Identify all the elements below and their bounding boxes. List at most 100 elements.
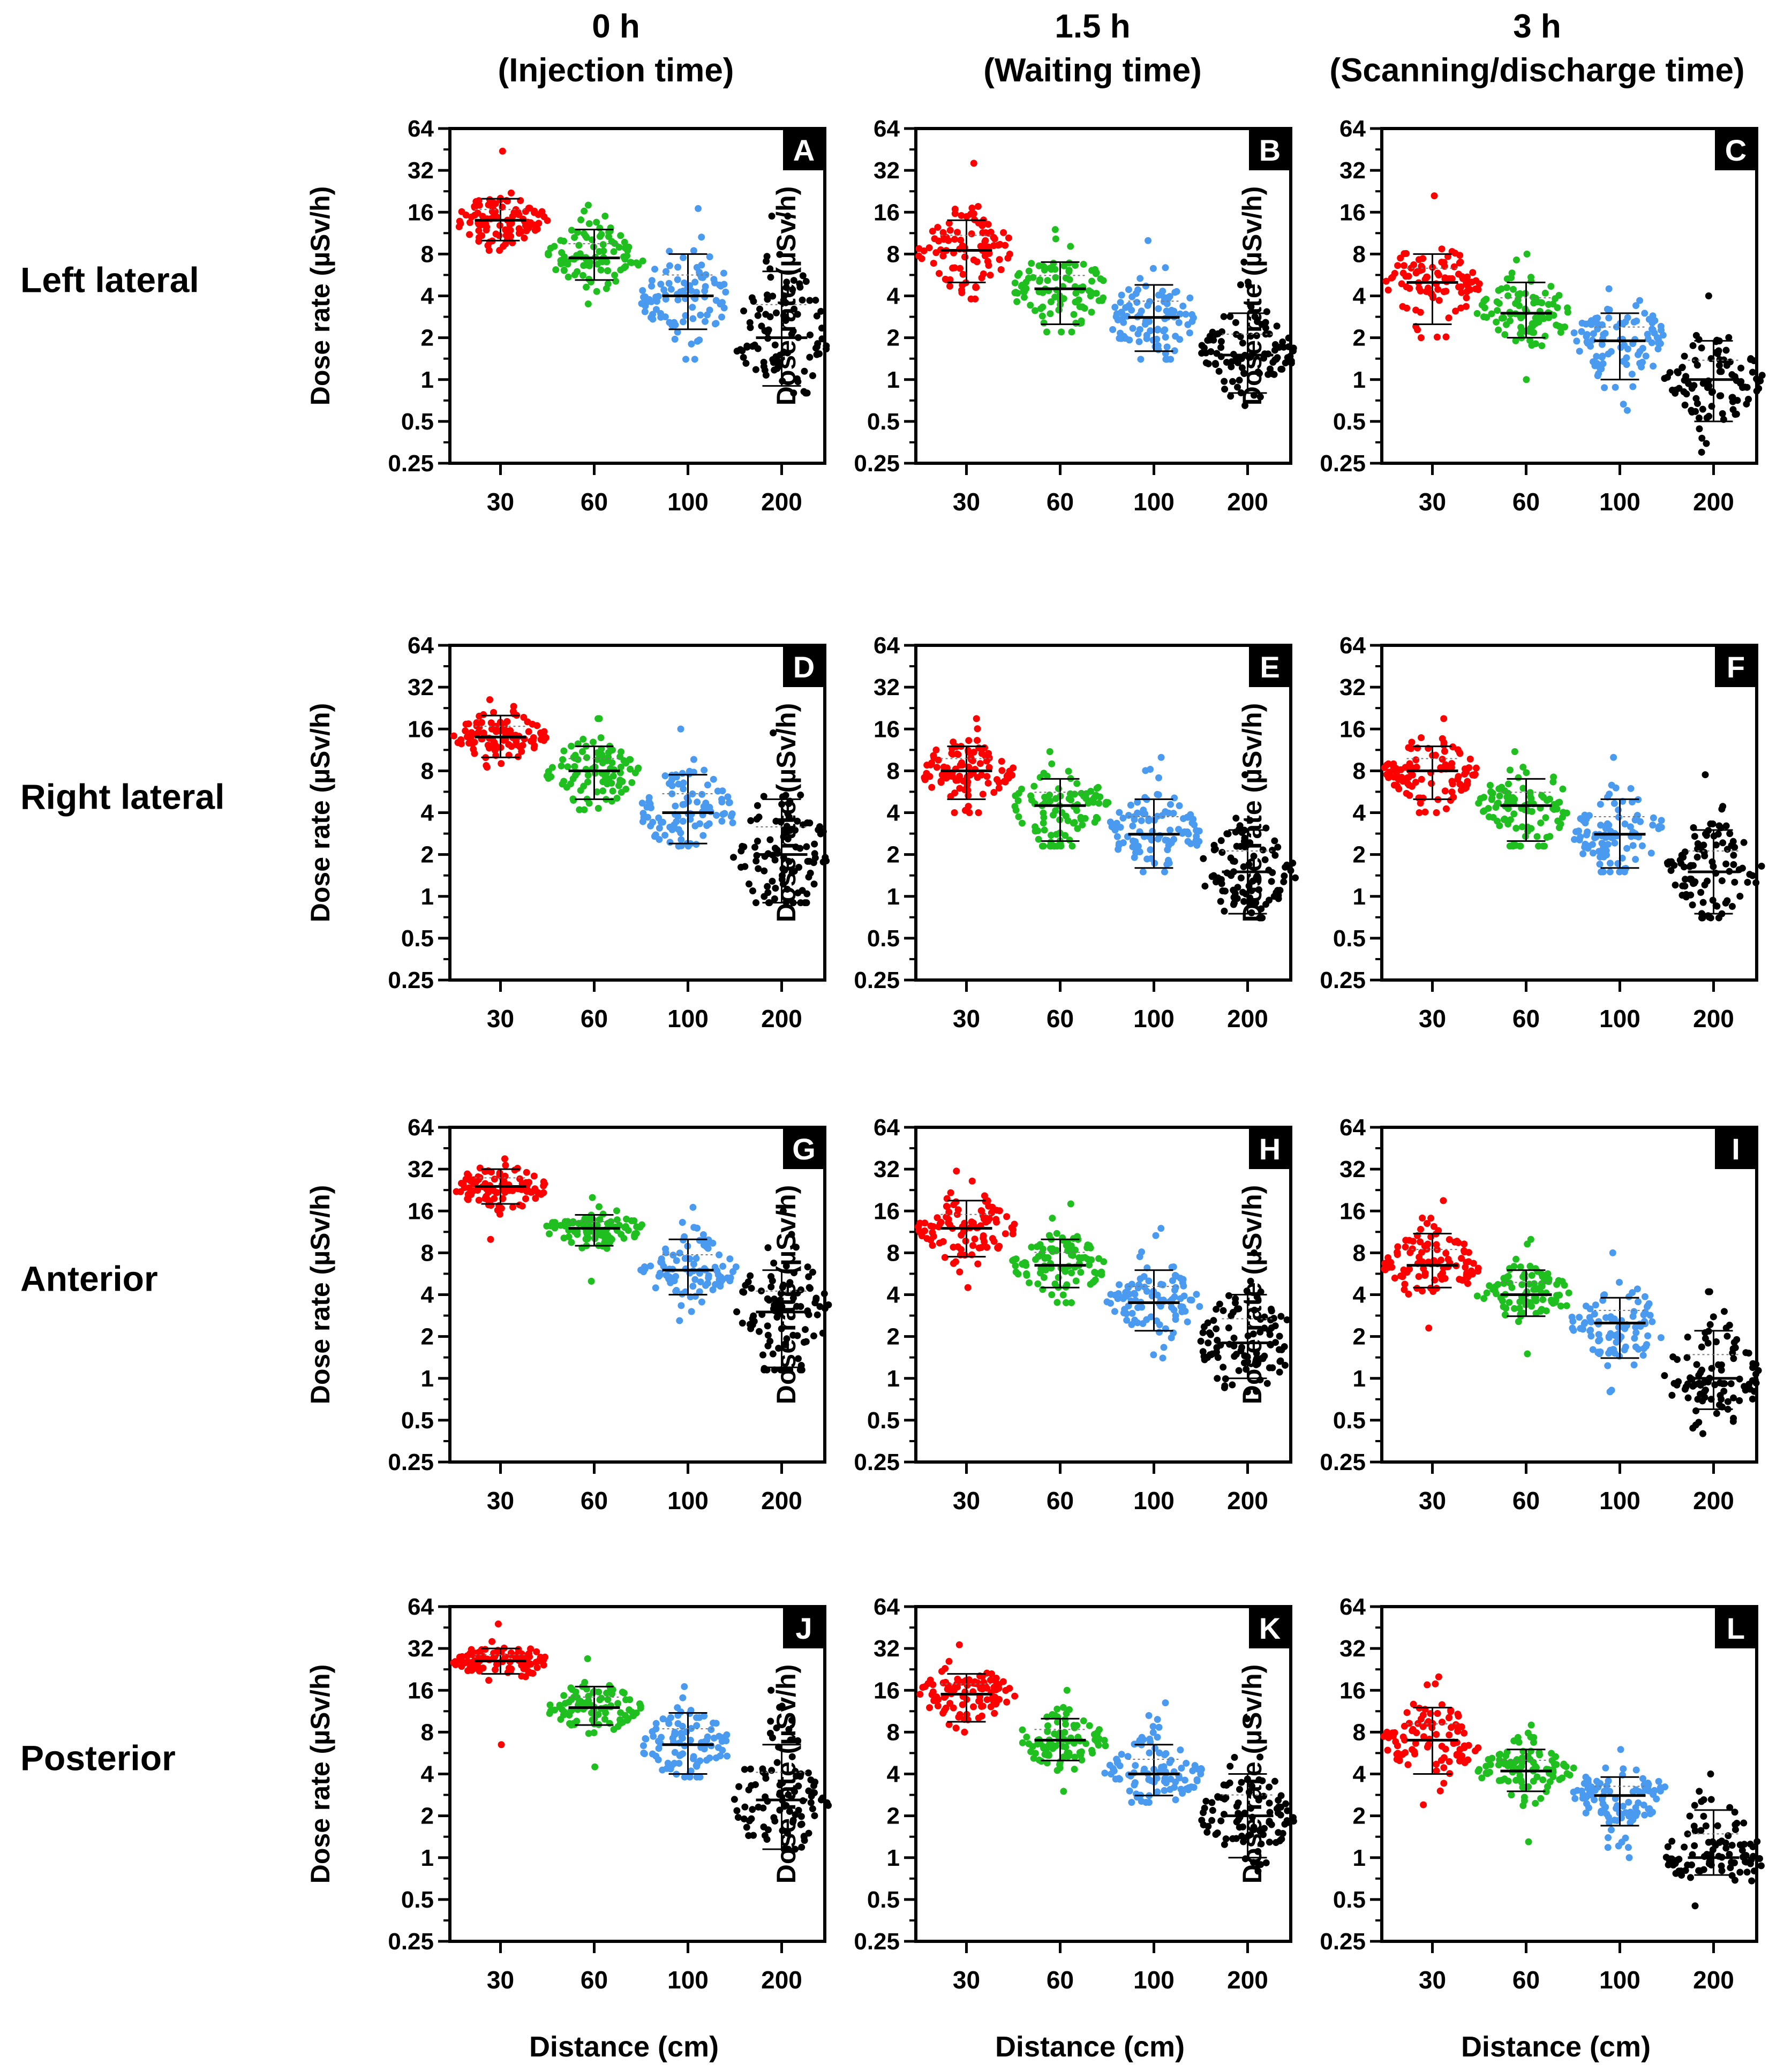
data-point [1284, 1807, 1291, 1814]
data-point [1071, 1766, 1078, 1773]
data-point [807, 1285, 814, 1292]
data-point [1289, 860, 1297, 867]
data-point [1496, 792, 1503, 800]
data-point [1227, 393, 1235, 400]
data-point [1182, 311, 1190, 318]
data-point [1119, 839, 1127, 847]
data-point [1177, 1275, 1184, 1282]
data-point [760, 358, 767, 366]
data-point [1159, 1354, 1166, 1362]
data-point [1721, 1380, 1728, 1387]
data-point [1654, 336, 1662, 343]
data-point [521, 234, 528, 242]
data-point [527, 219, 535, 227]
data-point [1145, 237, 1152, 244]
data-point [617, 232, 624, 239]
data-point [805, 1273, 812, 1280]
data-point [1583, 331, 1591, 338]
data-point [971, 1235, 978, 1243]
y-tick-label: 0.5 [867, 925, 900, 952]
data-point [1088, 277, 1096, 285]
data-point [1636, 297, 1644, 304]
data-point [1162, 264, 1169, 272]
data-point [465, 1184, 473, 1192]
data-point [642, 293, 649, 300]
data-point [1723, 361, 1730, 369]
data-point [996, 1242, 1003, 1250]
data-point [1651, 317, 1659, 325]
data-point [1500, 314, 1508, 322]
y-tick-label: 0.25 [388, 1449, 434, 1475]
data-point [1431, 192, 1438, 200]
data-point [1057, 840, 1064, 847]
data-point [1517, 290, 1524, 298]
data-point [976, 760, 984, 767]
y-tick-label: 16 [408, 1677, 434, 1704]
data-point [966, 809, 973, 816]
data-point [602, 1709, 609, 1716]
data-point [487, 1169, 495, 1176]
data-point [749, 343, 756, 350]
data-point [1200, 1323, 1208, 1331]
data-point [1687, 876, 1695, 884]
data-point [468, 733, 475, 741]
data-point [959, 270, 967, 278]
data-point [718, 313, 726, 321]
data-point [560, 1234, 568, 1242]
data-point [1062, 1299, 1070, 1307]
data-point [1155, 1723, 1163, 1731]
data-point [1445, 314, 1452, 322]
data-point [1421, 1272, 1429, 1279]
data-point [771, 895, 778, 902]
data-point [698, 1298, 705, 1306]
data-point [1171, 347, 1178, 355]
data-point [1650, 363, 1657, 370]
data-point [594, 1230, 601, 1238]
data-point [1214, 1829, 1221, 1837]
data-point [781, 793, 788, 800]
data-point [1709, 388, 1717, 395]
data-point [1528, 1302, 1535, 1310]
data-point [476, 712, 483, 720]
data-point [1405, 1291, 1412, 1298]
data-point [811, 854, 819, 862]
data-point [1155, 774, 1163, 781]
data-point [636, 1700, 644, 1707]
y-tick-label: 0.5 [401, 1407, 434, 1434]
data-point [1406, 1249, 1414, 1256]
data-point [495, 232, 503, 239]
data-point [599, 778, 607, 786]
y-tick-label: 8 [1353, 758, 1366, 784]
data-point [648, 314, 655, 321]
data-point [1523, 376, 1530, 383]
data-point [1220, 1307, 1227, 1314]
data-point [1093, 290, 1100, 297]
data-point [588, 1277, 595, 1285]
data-point [1271, 346, 1278, 354]
data-point [704, 781, 711, 789]
data-point [1011, 803, 1019, 810]
data-point [973, 715, 980, 722]
data-point [1510, 1263, 1518, 1270]
data-point [620, 757, 628, 764]
data-point [651, 266, 659, 273]
data-point [742, 359, 750, 367]
data-point [1609, 1249, 1616, 1256]
x-tick-label: 30 [487, 1005, 514, 1033]
data-point [481, 1646, 489, 1653]
data-point [1020, 293, 1028, 301]
data-point [939, 1679, 947, 1686]
data-point [819, 858, 827, 865]
data-point [528, 1188, 536, 1196]
data-point [755, 813, 763, 821]
data-point [1147, 855, 1155, 862]
data-point [649, 818, 657, 826]
data-point [970, 749, 977, 756]
data-point [1668, 1391, 1676, 1399]
y-tick-label: 0.25 [1320, 1449, 1366, 1475]
data-point [759, 1768, 767, 1776]
row-label: Left lateral [20, 260, 199, 299]
data-point [1405, 744, 1412, 751]
data-point [1518, 327, 1526, 334]
data-point [1290, 1814, 1297, 1821]
